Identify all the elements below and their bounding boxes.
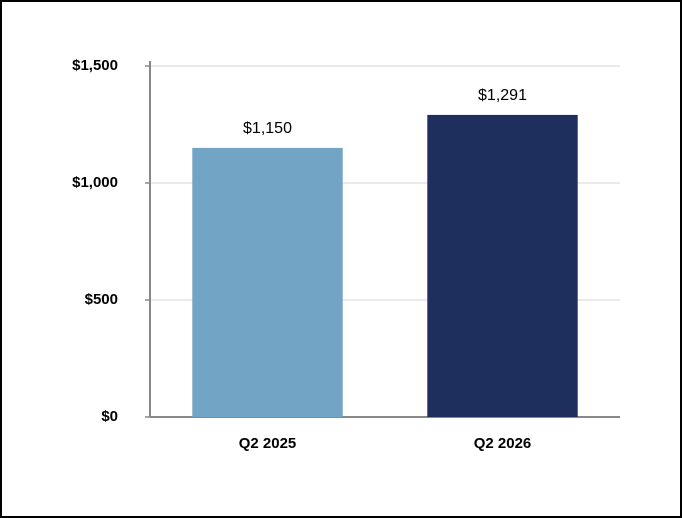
y-tick-label: $1,500	[72, 57, 118, 74]
y-tick-label: $0	[101, 408, 118, 425]
y-tick-label: $500	[85, 291, 118, 308]
value-label: $1,150	[243, 120, 292, 137]
value-label: $1,291	[478, 87, 527, 104]
x-tick-label: Q2 2026	[474, 435, 532, 452]
y-tick-label: $1,000	[72, 174, 118, 191]
x-tick-label: Q2 2025	[239, 435, 297, 452]
bar	[427, 114, 578, 417]
bar	[192, 147, 343, 417]
